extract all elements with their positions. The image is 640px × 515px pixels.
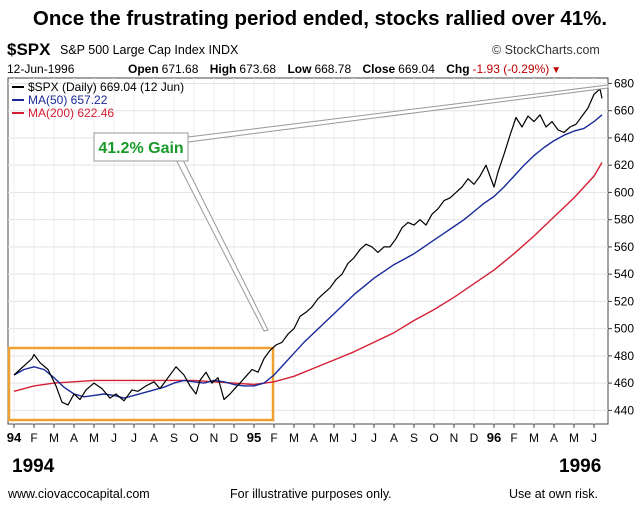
- x-tick-label: M: [289, 431, 299, 445]
- x-tick-label: D: [470, 431, 479, 445]
- x-tick-label: 95: [247, 430, 261, 445]
- y-tick-label: 600: [614, 185, 634, 199]
- series-line-price: [13, 88, 603, 406]
- risk-note: Use at own risk.: [509, 487, 598, 501]
- y-tick-label: 560: [614, 240, 634, 254]
- down-triangle-icon: ▼: [551, 65, 562, 76]
- headline: Once the frustrating period ended, stock…: [32, 7, 608, 30]
- year-start-label: 1994: [12, 456, 55, 477]
- chart-subtitle: S&P 500 Large Cap Index INDX: [60, 43, 239, 57]
- y-tick-label: 660: [614, 104, 634, 118]
- x-tick-label: M: [89, 431, 99, 445]
- y-tick-label: 680: [614, 76, 634, 90]
- x-tick-label: J: [371, 431, 377, 445]
- illustrative-note: For illustrative purposes only.: [230, 487, 392, 501]
- x-tick-label: M: [49, 431, 59, 445]
- x-tick-label: J: [111, 431, 117, 445]
- flat-period-box: [7, 346, 275, 422]
- x-tick-label: J: [591, 431, 597, 445]
- gain-annotation: 41.2% Gain: [93, 84, 609, 332]
- x-tick-label: A: [150, 431, 158, 445]
- series-line-ma50: [13, 114, 603, 399]
- x-tick-label: 96: [487, 430, 501, 445]
- legend-label-ma50: MA(50) 657.22: [28, 93, 108, 107]
- x-tick-label: A: [70, 431, 78, 445]
- y-tick-label: 520: [614, 294, 634, 308]
- y-tick-label: 540: [614, 267, 634, 281]
- chg-value: -1.93 (-0.29%): [472, 62, 550, 76]
- x-tick-label: F: [510, 431, 517, 445]
- legend-label-price: $SPX (Daily) 669.04 (12 Jun): [28, 80, 184, 94]
- x-tick-label: D: [230, 431, 239, 445]
- gain-label-box: [93, 132, 189, 162]
- x-tick-label: 94: [7, 430, 22, 445]
- series-group: [13, 88, 603, 406]
- y-axis: 440 460 480 500 520 540 560 580 600 620 640 660 680: [608, 76, 634, 417]
- low-value: 668.78: [314, 62, 352, 76]
- low-label: Low: [287, 62, 312, 76]
- x-tick-label: A: [390, 431, 398, 445]
- stockcharts-brand: © StockCharts.com: [492, 43, 600, 57]
- y-tick-label: 640: [614, 131, 634, 145]
- x-tick-label: F: [270, 431, 277, 445]
- series-line-ma200: [13, 162, 603, 392]
- x-tick-label: S: [410, 431, 418, 445]
- website-link[interactable]: www.ciovaccocapital.com: [8, 487, 150, 501]
- y-tick-label: 580: [614, 213, 634, 227]
- open-value: 671.68: [161, 62, 199, 76]
- quote-line: Open 671.68 High 673.68 Low 668.78 Close 669…: [128, 62, 561, 76]
- y-tick-label: 620: [614, 158, 634, 172]
- x-axis: 94 F M A M J J A S O N D 95 F M A M J J A S O N D 96 F M A M J: [7, 424, 597, 445]
- chg-label: Chg: [446, 62, 470, 76]
- gain-pointer-bottom: [169, 147, 269, 332]
- x-tick-label: N: [450, 431, 459, 445]
- x-tick-label: A: [550, 431, 558, 445]
- gain-label: 41.2% Gain: [98, 140, 183, 157]
- plot-frame: [7, 77, 609, 425]
- high-value: 673.68: [239, 62, 277, 76]
- quote-date: 12-Jun-1996: [7, 62, 75, 76]
- close-value: 669.04: [398, 62, 435, 76]
- x-tick-label: F: [30, 431, 37, 445]
- year-end-label: 1996: [559, 456, 602, 477]
- open-label: Open: [128, 62, 159, 76]
- close-label: Close: [362, 62, 396, 76]
- y-tick-label: 460: [614, 376, 634, 390]
- x-tick-label: N: [210, 431, 219, 445]
- x-tick-label: M: [529, 431, 539, 445]
- y-tick-label: 440: [614, 403, 634, 417]
- x-tick-label: J: [131, 431, 137, 445]
- x-tick-label: O: [189, 431, 198, 445]
- x-tick-label: S: [170, 431, 178, 445]
- x-tick-label: J: [351, 431, 357, 445]
- legend: $SPX (Daily) 669.04 (12 Jun)MA(50) 657.2…: [12, 80, 184, 120]
- y-tick-label: 500: [614, 322, 634, 336]
- x-tick-label: O: [429, 431, 438, 445]
- chart-symbol: $SPX: [7, 40, 51, 59]
- x-tick-label: A: [310, 431, 318, 445]
- y-tick-label: 480: [614, 349, 634, 363]
- high-label: High: [209, 62, 237, 76]
- x-tick-label: M: [329, 431, 339, 445]
- x-tick-label: M: [569, 431, 579, 445]
- legend-label-ma200: MA(200) 622.46: [28, 106, 114, 120]
- gain-pointer-top: [187, 84, 609, 143]
